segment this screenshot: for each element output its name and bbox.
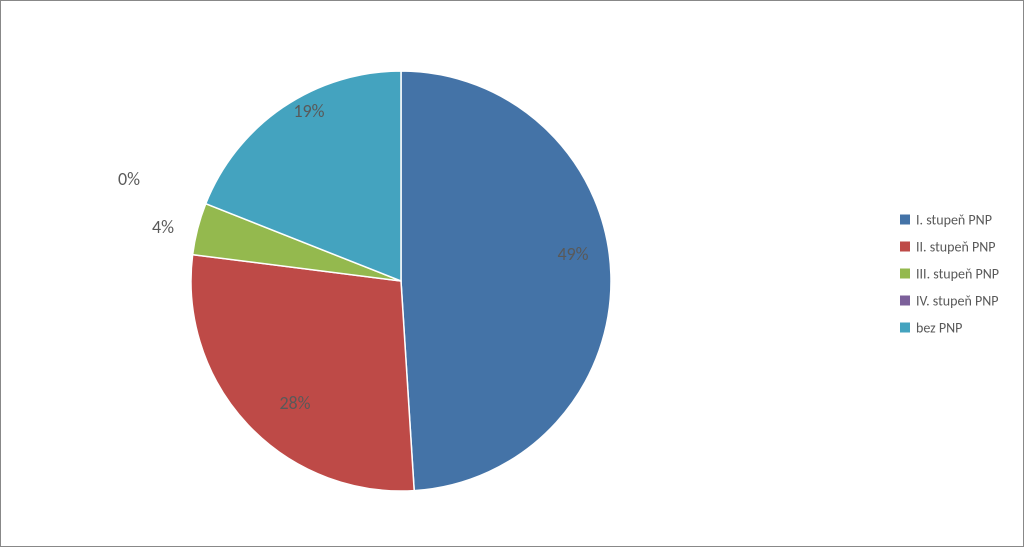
legend-label-s3: III. stupeň PNP (916, 265, 999, 282)
pie-chart: 49% 28% 4% 0% 19% (1, 1, 761, 546)
legend: I. stupeň PNP II. stupeň PNP III. stupeň… (900, 211, 999, 336)
legend-item-s5: bez PNP (900, 319, 999, 336)
chart-frame: 49% 28% 4% 0% 19% I. stupeň PNP II. stup… (0, 0, 1024, 547)
slice-label-s3: 4% (152, 216, 174, 238)
pie-svg (1, 1, 761, 546)
slice-label-s2: 28% (279, 392, 310, 414)
legend-label-s2: II. stupeň PNP (916, 238, 995, 255)
pie-slice-s2 (191, 255, 414, 491)
legend-label-s5: bez PNP (916, 319, 962, 336)
legend-swatch-s2 (900, 242, 910, 252)
legend-swatch-s5 (900, 323, 910, 333)
pie-slice-s1 (401, 71, 611, 491)
legend-item-s4: IV. stupeň PNP (900, 292, 999, 309)
slice-label-s4: 0% (118, 168, 140, 190)
legend-label-s1: I. stupeň PNP (916, 211, 992, 228)
legend-swatch-s3 (900, 269, 910, 279)
slice-label-s1: 49% (557, 243, 588, 265)
slice-label-s5: 19% (293, 100, 324, 122)
legend-swatch-s1 (900, 215, 910, 225)
legend-item-s3: III. stupeň PNP (900, 265, 999, 282)
legend-swatch-s4 (900, 296, 910, 306)
legend-item-s1: I. stupeň PNP (900, 211, 999, 228)
legend-label-s4: IV. stupeň PNP (916, 292, 998, 309)
legend-item-s2: II. stupeň PNP (900, 238, 999, 255)
